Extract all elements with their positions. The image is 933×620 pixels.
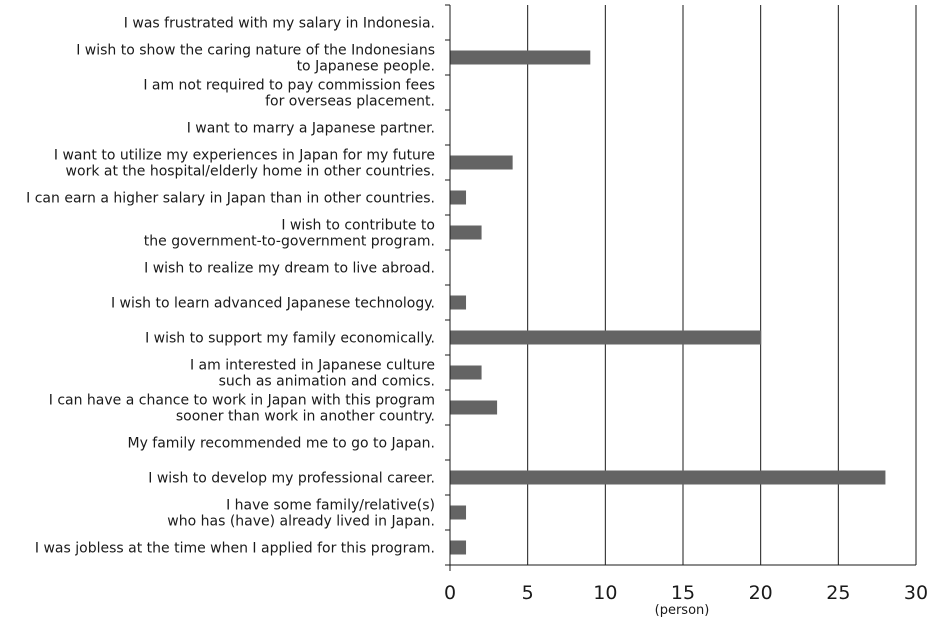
bar (450, 295, 467, 310)
bar (450, 190, 467, 205)
bar (450, 400, 498, 415)
category-label-line: My family recommended me to go to Japan. (127, 436, 435, 452)
category-label: I want to marry a Japanese partner. (187, 121, 435, 137)
bar (450, 225, 482, 240)
bar (450, 50, 591, 65)
category-label-line: to Japanese people. (297, 59, 435, 75)
category-label-line: I wish to develop my professional career… (148, 471, 435, 487)
x-axis-unit-label: (person) (655, 603, 710, 618)
tick-labels: 0 5 10 15 20 25 30 (444, 582, 928, 604)
category-label-line: who has (have) already lived in Japan. (167, 514, 435, 530)
category-label: My family recommended me to go to Japan. (127, 436, 435, 452)
category-label-line: I want to marry a Japanese partner. (187, 121, 435, 137)
x-tick-label: 30 (904, 582, 928, 604)
category-label: I was frustrated with my salary in Indon… (124, 16, 435, 32)
bar (450, 365, 482, 380)
category-label-line: for overseas placement. (265, 94, 435, 110)
x-tick-label: 20 (749, 582, 773, 604)
category-label-line: the government-to-government program. (144, 234, 435, 250)
category-label: I have some family/relative(s) who has (h… (167, 498, 435, 530)
category-label-line: I have some family/relative(s) (226, 498, 435, 514)
category-label-line: I wish to contribute to (281, 218, 435, 234)
category-label-line: sooner than work in another country. (176, 409, 435, 425)
category-label-line: I wish to show the caring nature of the … (76, 43, 435, 59)
category-label-line: I wish to realize my dream to live abroa… (144, 261, 435, 277)
category-label: I was jobless at the time when I applied… (35, 541, 435, 557)
category-label-line: I can have a chance to work in Japan wit… (49, 393, 435, 409)
category-labels: I was frustrated with my salary in Indon… (26, 16, 435, 557)
x-tick-label: 15 (671, 582, 695, 604)
category-label: I wish to develop my professional career… (148, 471, 435, 487)
bar (450, 155, 513, 170)
bar (450, 540, 467, 555)
bar (450, 470, 886, 485)
category-label-line: work at the hospital/elderly home in oth… (66, 164, 435, 180)
category-label-line: I was frustrated with my salary in Indon… (124, 16, 435, 32)
category-label-line: I wish to learn advanced Japanese techno… (111, 296, 435, 312)
category-label: I wish to contribute to the government-to… (144, 218, 435, 250)
bar (450, 330, 762, 345)
category-label-line: such as animation and comics. (219, 374, 435, 390)
category-label-line: I wish to support my family economically… (145, 331, 435, 347)
category-label: I am not required to pay commission fees… (143, 78, 435, 110)
bar (450, 505, 467, 520)
category-label-line: I am interested in Japanese culture (190, 358, 435, 374)
category-label: I want to utilize my experiences in Japa… (54, 148, 435, 180)
x-tick-label: 0 (444, 582, 456, 604)
bars (450, 50, 886, 555)
category-label: I wish to show the caring nature of the … (76, 43, 435, 75)
category-label-line: I am not required to pay commission fees (143, 78, 435, 94)
category-label: I wish to support my family economically… (145, 331, 435, 347)
category-label: I am interested in Japanese culture such … (190, 358, 435, 390)
axes (445, 4, 916, 571)
category-label: I wish to learn advanced Japanese techno… (111, 296, 435, 312)
category-label-line: I was jobless at the time when I applied… (35, 541, 435, 557)
category-label-line: I want to utilize my experiences in Japa… (54, 148, 435, 164)
category-label: I can have a chance to work in Japan wit… (49, 393, 435, 425)
x-tick-label: 25 (826, 582, 850, 604)
x-tick-label: 10 (593, 582, 617, 604)
category-label: I wish to realize my dream to live abroa… (144, 261, 435, 277)
x-tick-label: 5 (522, 582, 534, 604)
category-label: I can earn a higher salary in Japan than… (26, 191, 435, 207)
category-label-line: I can earn a higher salary in Japan than… (26, 191, 435, 207)
